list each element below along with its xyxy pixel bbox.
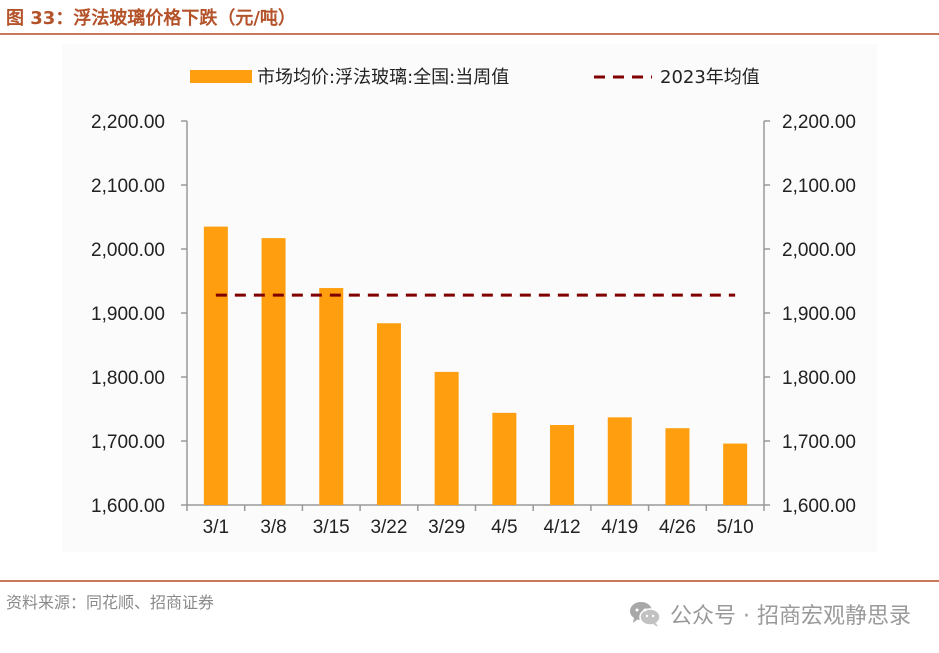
y-tick-label-left: 1,700.00 bbox=[91, 432, 165, 453]
y-tick-label-left: 2,200.00 bbox=[91, 112, 165, 133]
bar-3-15 bbox=[319, 288, 344, 505]
x-tick-label: 5/10 bbox=[717, 517, 754, 538]
y-tick-label-right: 2,000.00 bbox=[782, 240, 856, 261]
x-tick-label: 3/22 bbox=[370, 517, 407, 538]
figure-title: 图 33：浮法玻璃价格下跌（元/吨） bbox=[6, 8, 296, 29]
watermark-text: 公众号 · 招商宏观静思录 bbox=[670, 604, 911, 629]
x-tick-label: 4/19 bbox=[601, 517, 638, 538]
y-tick-label-left: 1,800.00 bbox=[91, 368, 165, 389]
legend-swatch-bar bbox=[190, 70, 252, 83]
x-tick-label: 4/5 bbox=[491, 517, 517, 538]
y-tick-label-right: 1,900.00 bbox=[782, 304, 856, 325]
y-tick-label-right: 1,800.00 bbox=[782, 368, 856, 389]
x-tick-label: 3/1 bbox=[203, 517, 229, 538]
y-tick-label-left: 2,100.00 bbox=[91, 176, 165, 197]
bar-3-1 bbox=[203, 226, 228, 505]
y-tick-label-right: 2,200.00 bbox=[782, 112, 856, 133]
bar-4-19 bbox=[607, 417, 632, 505]
bar-4-26 bbox=[665, 428, 690, 505]
bar-3-22 bbox=[376, 323, 401, 505]
legend-label-bar: 市场均价:浮法玻璃:全国:当周值 bbox=[257, 67, 509, 88]
y-tick-label-left: 1,900.00 bbox=[91, 304, 165, 325]
bar-3-8 bbox=[261, 238, 286, 505]
y-tick-label-right: 1,700.00 bbox=[782, 432, 856, 453]
legend-label-avg-line: 2023年均值 bbox=[660, 67, 760, 88]
y-tick-label-left: 1,600.00 bbox=[91, 496, 165, 517]
title-divider bbox=[0, 33, 939, 35]
bar-5-10 bbox=[723, 443, 748, 505]
bar-4-12 bbox=[550, 425, 575, 505]
x-tick-label: 4/12 bbox=[544, 517, 581, 538]
x-tick-label: 4/26 bbox=[659, 517, 696, 538]
source-divider bbox=[0, 580, 939, 582]
x-tick-label: 3/8 bbox=[260, 517, 286, 538]
watermark: 公众号 · 招商宏观静思录 bbox=[628, 598, 911, 630]
y-tick-label-left: 2,000.00 bbox=[91, 240, 165, 261]
x-tick-label: 3/29 bbox=[428, 517, 465, 538]
source-note: 资料来源：同花顺、招商证券 bbox=[6, 593, 215, 612]
bar-3-29 bbox=[434, 371, 459, 505]
y-tick-label-right: 1,600.00 bbox=[782, 496, 856, 517]
y-tick-label-right: 2,100.00 bbox=[782, 176, 856, 197]
wechat-icon bbox=[630, 602, 661, 627]
x-tick-label: 3/15 bbox=[313, 517, 350, 538]
bar-4-5 bbox=[492, 412, 517, 505]
